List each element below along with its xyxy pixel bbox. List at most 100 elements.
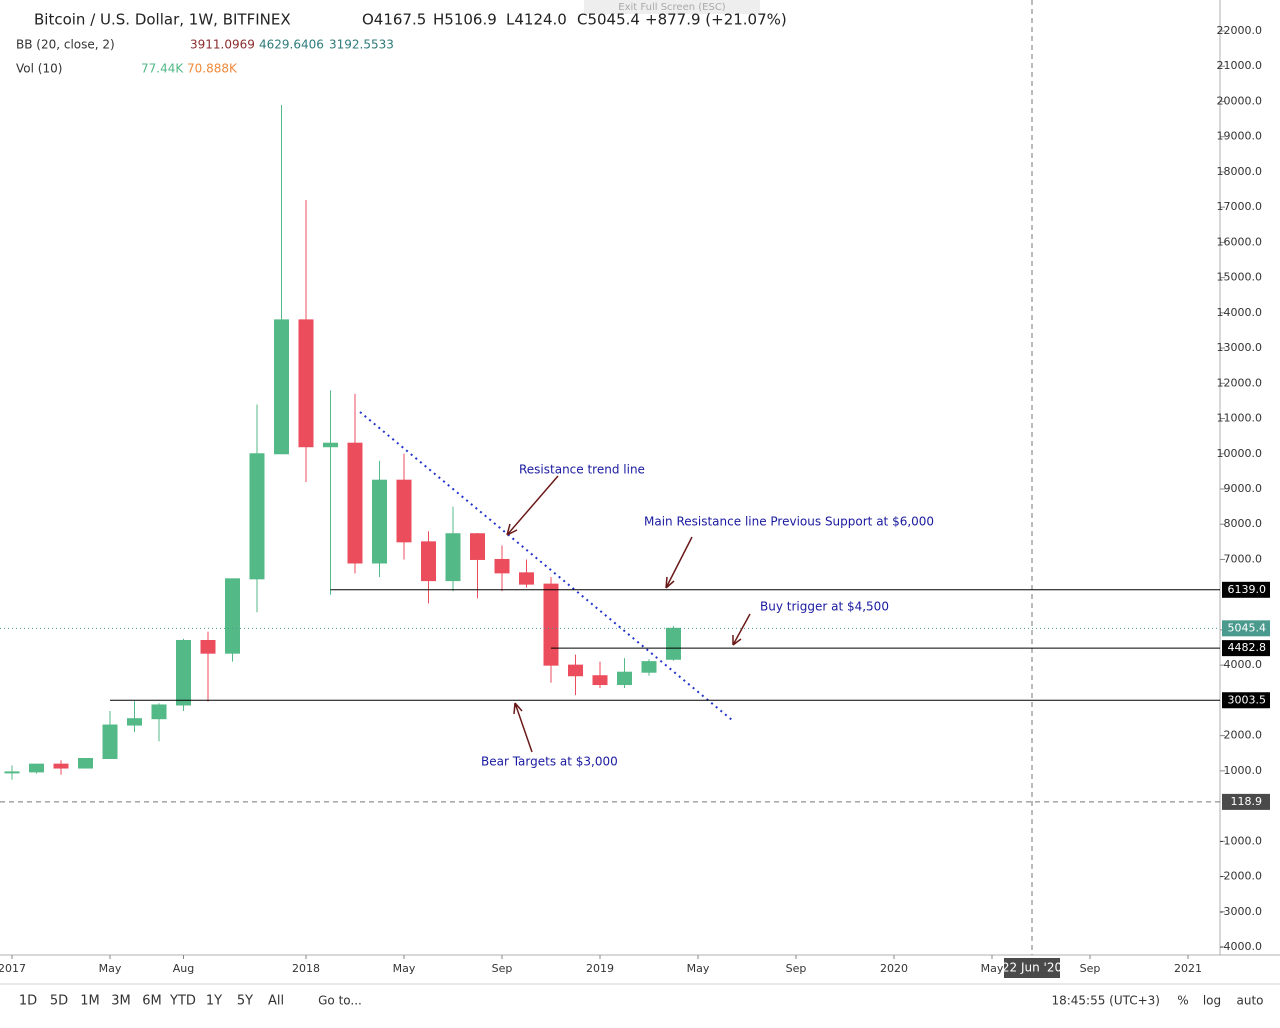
bb-upper: 4629.6406 bbox=[259, 38, 324, 52]
last-price-bg bbox=[1222, 620, 1270, 637]
exit-hint-bg[interactable] bbox=[584, 0, 760, 14]
x-tick-label: May bbox=[981, 962, 1004, 975]
candle-body bbox=[396, 479, 412, 543]
candle-body bbox=[102, 724, 118, 760]
y-tick-label: 7000.0 bbox=[1224, 552, 1263, 565]
range-button[interactable]: All bbox=[268, 994, 284, 1009]
vol-value: 77.44K bbox=[141, 62, 184, 76]
exit-hint[interactable]: Exit Full Screen (ESC) bbox=[618, 2, 726, 13]
log-toggle[interactable]: log bbox=[1203, 994, 1221, 1008]
y-tick-label: 11000.0 bbox=[1217, 412, 1263, 425]
crosshair-x-label: 22 Jun '20 bbox=[1002, 961, 1062, 975]
crosshair-x-label-bg bbox=[1004, 958, 1060, 978]
range-button[interactable]: 6M bbox=[142, 994, 162, 1009]
candle-body bbox=[249, 453, 265, 580]
y-tick-label: -2000.0 bbox=[1220, 870, 1262, 883]
candle-body bbox=[666, 627, 681, 660]
x-tick-label: 2020 bbox=[880, 962, 908, 975]
x-tick-label: May bbox=[393, 962, 416, 975]
range-button[interactable]: YTD bbox=[169, 994, 196, 1009]
y-tick-label: -4000.0 bbox=[1220, 940, 1262, 953]
candle-body bbox=[225, 578, 240, 654]
x-tick-label: Sep bbox=[1080, 962, 1101, 975]
price-label: 4482.8 bbox=[1228, 641, 1267, 654]
price-label: 3003.5 bbox=[1228, 693, 1267, 706]
y-tick-label: 1000.0 bbox=[1224, 764, 1263, 777]
percent-toggle[interactable]: % bbox=[1177, 994, 1188, 1008]
annotation-arrows bbox=[506, 475, 751, 753]
y-tick-label: 21000.0 bbox=[1217, 59, 1263, 72]
candle-body bbox=[519, 572, 534, 585]
vol-ma: 70.888K bbox=[187, 62, 238, 76]
x-tick-label: 2018 bbox=[292, 962, 320, 975]
annotation: Bear Targets at $3,000 bbox=[481, 755, 618, 769]
y-tick-label: 2000.0 bbox=[1224, 729, 1263, 742]
range-button[interactable]: 1Y bbox=[206, 994, 222, 1009]
goto-button[interactable]: Go to... bbox=[318, 994, 362, 1008]
range-button[interactable]: 3M bbox=[111, 994, 131, 1009]
x-tick-label: May bbox=[99, 962, 122, 975]
y-tick-label: -1000.0 bbox=[1220, 834, 1262, 847]
range-button[interactable]: 1M bbox=[80, 994, 100, 1009]
price-label-bg bbox=[1222, 640, 1270, 657]
candle-body bbox=[641, 661, 657, 673]
auto-toggle[interactable]: auto bbox=[1236, 994, 1263, 1008]
candle-body bbox=[617, 671, 632, 686]
x-tick-label: Sep bbox=[492, 962, 513, 975]
price-label: 6139.0 bbox=[1228, 583, 1267, 596]
ohlc-low: L4124.0 bbox=[506, 11, 567, 29]
x-tick-label: Aug bbox=[173, 962, 194, 975]
candle-body bbox=[568, 664, 583, 677]
x-tick-label: 2019 bbox=[586, 962, 614, 975]
clock: 18:45:55 (UTC+3) bbox=[1051, 994, 1160, 1008]
price-label-bg bbox=[1222, 581, 1270, 598]
price-label-bg bbox=[1222, 692, 1270, 709]
vol-name[interactable]: Vol (10) bbox=[16, 62, 62, 76]
y-tick-label: 20000.0 bbox=[1217, 94, 1263, 107]
candle-body bbox=[176, 639, 191, 706]
y-tick-label: 22000.0 bbox=[1217, 24, 1263, 37]
candle-body bbox=[53, 763, 69, 769]
candle-body bbox=[323, 442, 338, 448]
candle-body bbox=[298, 319, 314, 448]
y-tick-label: 9000.0 bbox=[1224, 482, 1263, 495]
candle-body bbox=[470, 533, 485, 560]
range-button[interactable]: 1D bbox=[19, 994, 37, 1009]
candle-body bbox=[274, 319, 289, 455]
x-tick-label: 2017 bbox=[0, 962, 26, 975]
candle-body bbox=[592, 675, 608, 686]
annotation: Resistance trend line bbox=[519, 463, 645, 477]
annotation: Main Resistance line Previous Support at… bbox=[644, 515, 934, 529]
y-tick-label: 4000.0 bbox=[1224, 658, 1263, 671]
bb-name[interactable]: BB (20, close, 2) bbox=[16, 38, 115, 52]
y-tick-label: -3000.0 bbox=[1220, 905, 1262, 918]
candle-body bbox=[372, 479, 387, 564]
y-tick-label: 8000.0 bbox=[1224, 517, 1263, 530]
candle-body bbox=[127, 718, 142, 726]
change: +877.9 (+21.07%) bbox=[645, 11, 787, 29]
crosshair-y-label: 118.9 bbox=[1231, 795, 1263, 808]
crosshair-y-bg bbox=[1222, 793, 1270, 810]
y-tick-label: 12000.0 bbox=[1217, 376, 1263, 389]
last-price-label: 5045.4 bbox=[1228, 621, 1267, 634]
bb-basis: 3911.0969 bbox=[190, 38, 255, 52]
x-tick-label: Sep bbox=[786, 962, 807, 975]
ohlc-close: C5045.4 bbox=[577, 11, 640, 29]
candle-body bbox=[200, 639, 216, 654]
bb-lower: 3192.5533 bbox=[329, 38, 394, 52]
candle-body bbox=[78, 758, 93, 769]
candle-body bbox=[494, 558, 510, 574]
y-tick-label: 17000.0 bbox=[1217, 200, 1263, 213]
range-button[interactable]: 5D bbox=[50, 994, 68, 1009]
ohlc-high: H5106.9 bbox=[433, 11, 497, 29]
symbol-title: Bitcoin / U.S. Dollar, 1W, BITFINEX bbox=[34, 11, 291, 29]
range-button[interactable]: 5Y bbox=[237, 994, 253, 1009]
candle-body bbox=[151, 704, 167, 720]
candle-body bbox=[347, 442, 363, 564]
y-tick-label: 15000.0 bbox=[1217, 271, 1263, 284]
y-tick-label: 14000.0 bbox=[1217, 306, 1263, 319]
ohlc-open: O4167.5 bbox=[362, 11, 426, 29]
trend-line bbox=[359, 411, 733, 721]
y-tick-label: 19000.0 bbox=[1217, 130, 1263, 143]
